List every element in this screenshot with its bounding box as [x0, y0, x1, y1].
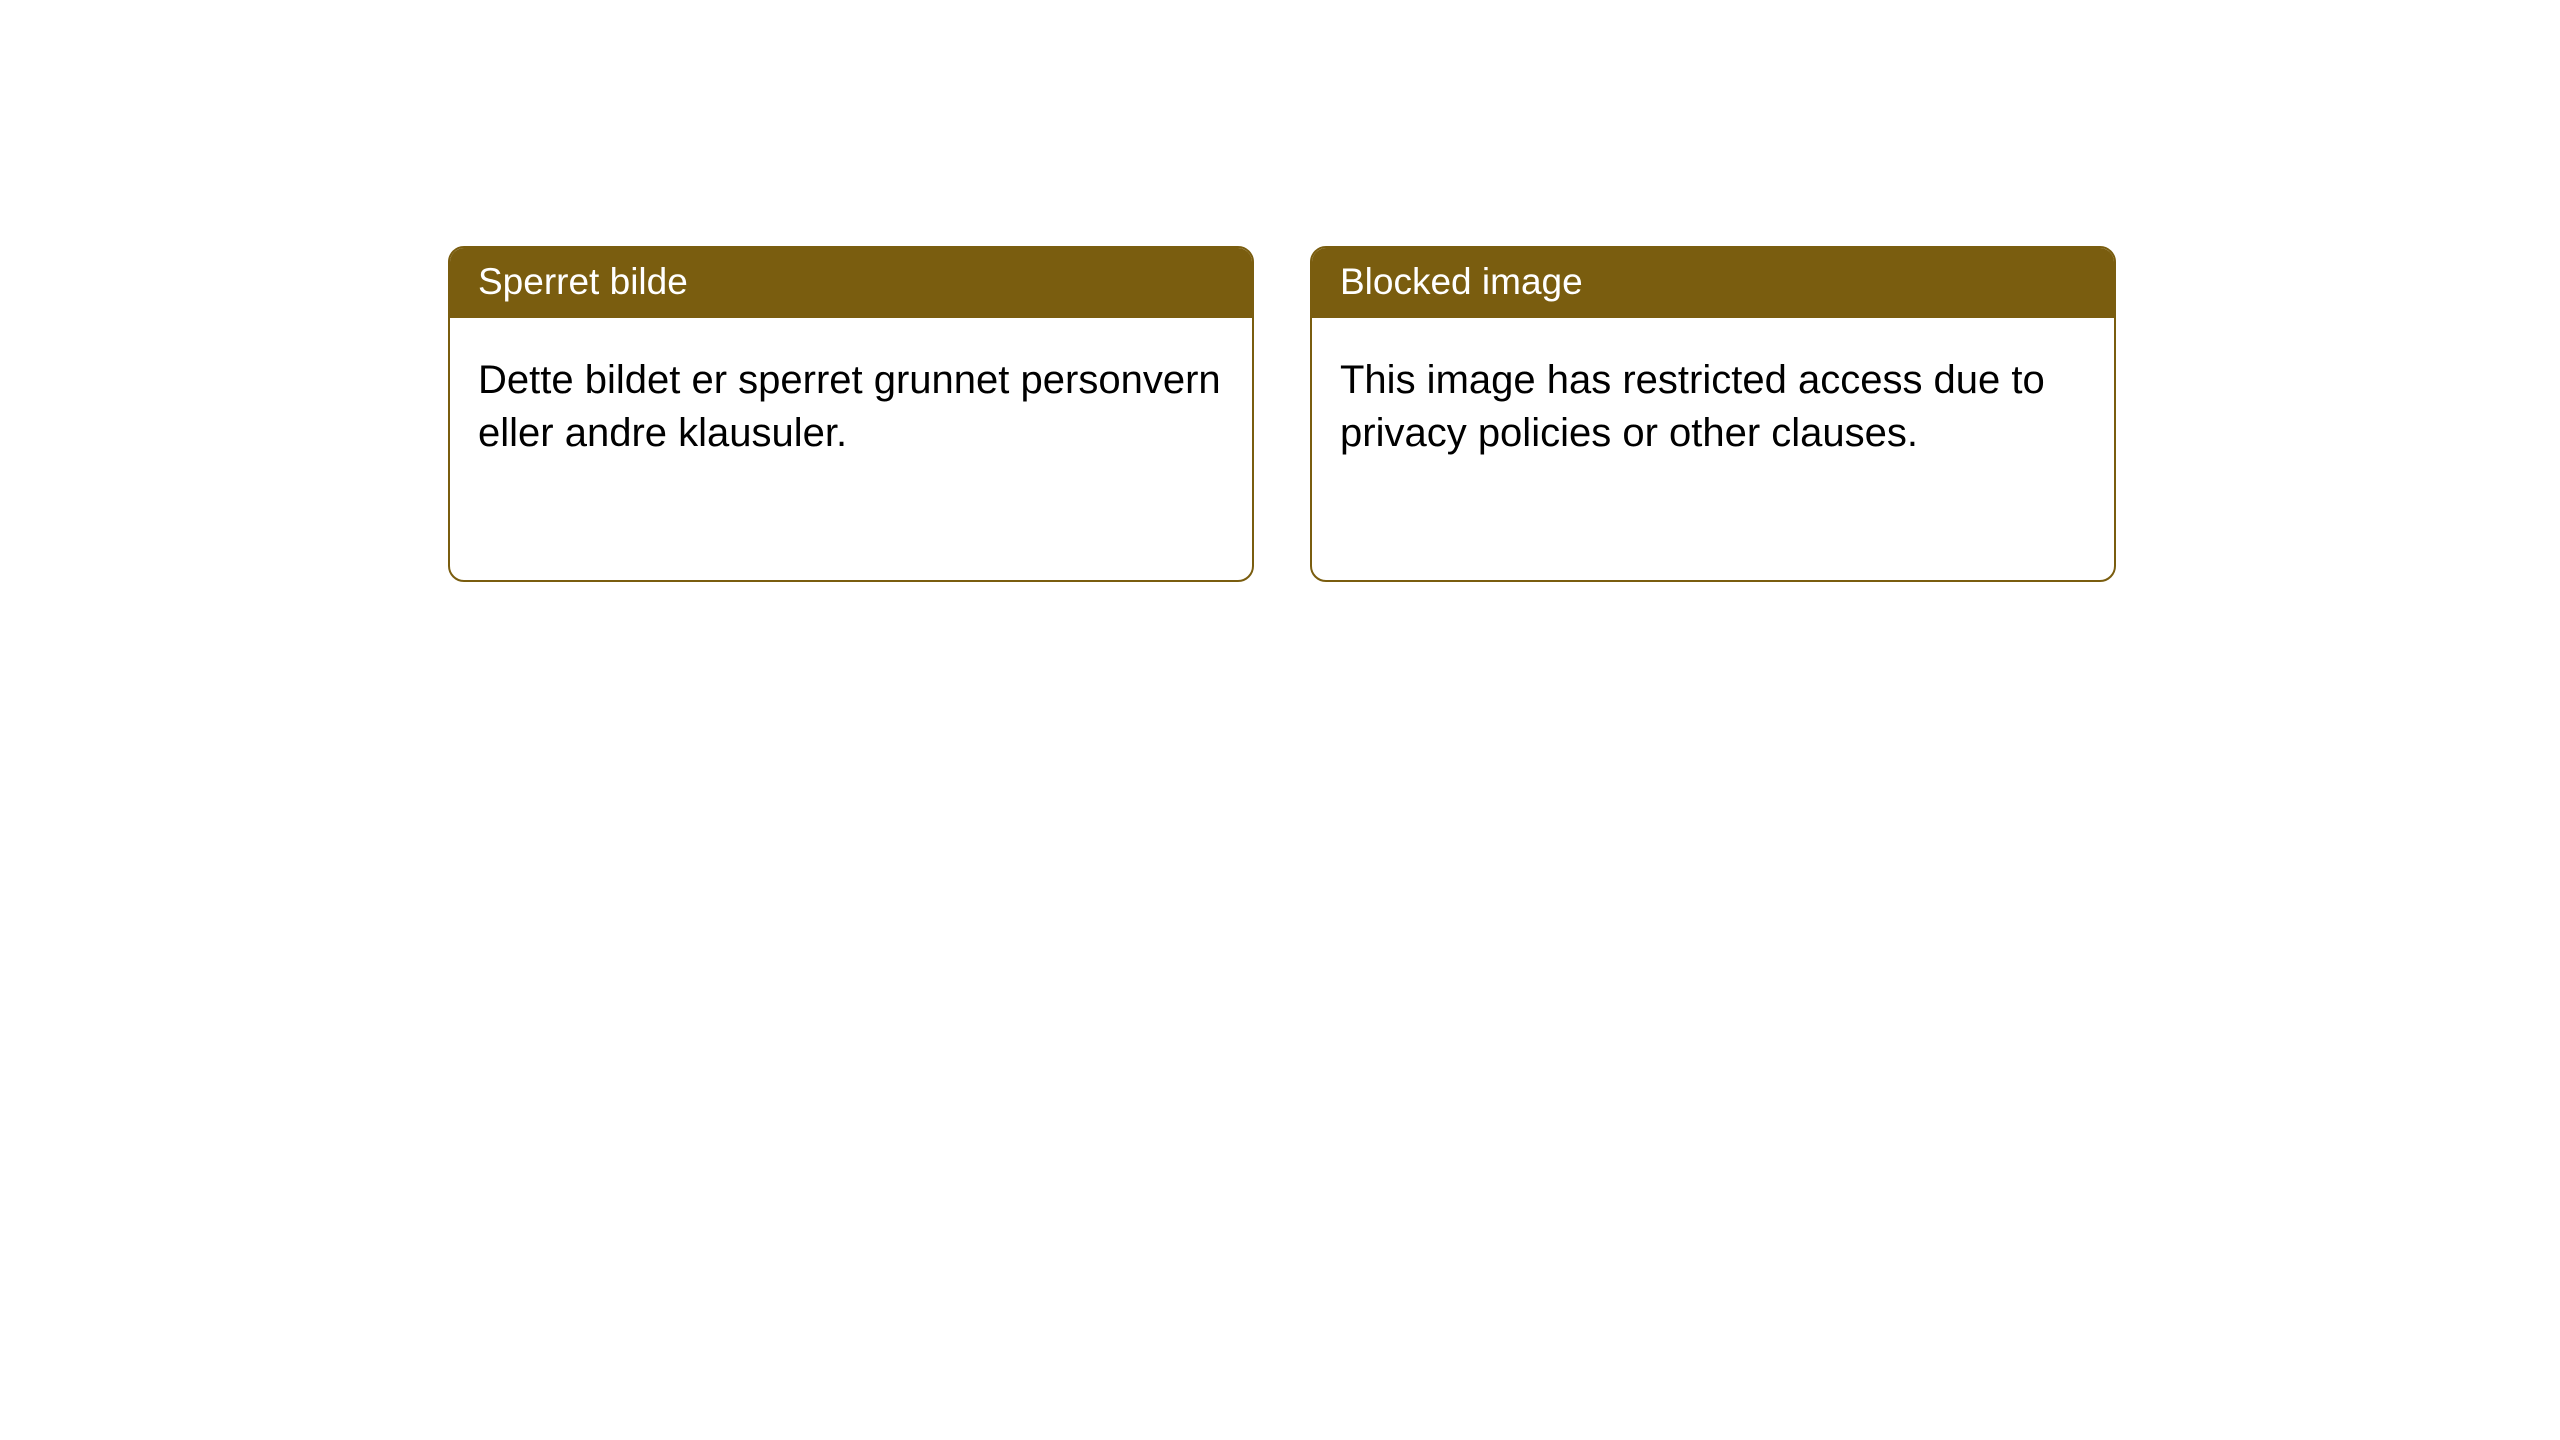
- card-message-norwegian: Dette bildet er sperret grunnet personve…: [478, 358, 1221, 455]
- card-header-norwegian: Sperret bilde: [450, 248, 1252, 318]
- card-body-norwegian: Dette bildet er sperret grunnet personve…: [450, 318, 1252, 496]
- blocked-notice-card-norwegian: Sperret bilde Dette bildet er sperret gr…: [448, 246, 1254, 582]
- card-header-english: Blocked image: [1312, 248, 2114, 318]
- blocked-notice-card-english: Blocked image This image has restricted …: [1310, 246, 2116, 582]
- card-title-norwegian: Sperret bilde: [478, 261, 688, 302]
- card-title-english: Blocked image: [1340, 261, 1583, 302]
- card-message-english: This image has restricted access due to …: [1340, 358, 2045, 455]
- blocked-image-cards: Sperret bilde Dette bildet er sperret gr…: [448, 246, 2116, 582]
- card-body-english: This image has restricted access due to …: [1312, 318, 2114, 496]
